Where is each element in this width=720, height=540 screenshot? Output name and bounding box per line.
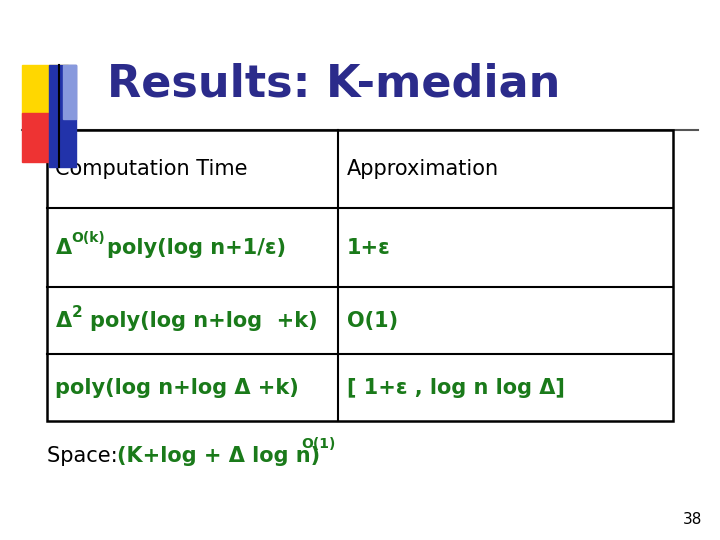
Text: [ 1+ε , log n log Δ]: [ 1+ε , log n log Δ] [347,377,565,397]
Text: poly(log n+log Δ +k): poly(log n+log Δ +k) [55,377,300,397]
Text: O(1): O(1) [301,437,336,451]
Text: Δ: Δ [55,310,71,330]
FancyBboxPatch shape [47,130,673,421]
Text: 2: 2 [71,305,82,320]
Text: 38: 38 [683,511,702,526]
Text: Approximation: Approximation [347,159,499,179]
Text: Results: K-median: Results: K-median [107,62,560,105]
Text: (K+log + Δ log n): (K+log + Δ log n) [117,446,320,467]
Text: 1+ε: 1+ε [347,238,391,258]
Bar [22,65,68,119]
Text: poly(log n+1/ε): poly(log n+1/ε) [107,238,287,258]
Text: poly(log n+log  +k): poly(log n+log +k) [90,310,318,330]
Bar [22,113,68,162]
Text: Computation Time: Computation Time [55,159,248,179]
Text: O(1): O(1) [347,310,398,330]
Text: O(k): O(k) [71,231,105,245]
Bar [49,65,76,167]
Text: Δ: Δ [55,238,71,258]
Bar [63,65,76,119]
Text: Space:: Space: [47,446,124,467]
